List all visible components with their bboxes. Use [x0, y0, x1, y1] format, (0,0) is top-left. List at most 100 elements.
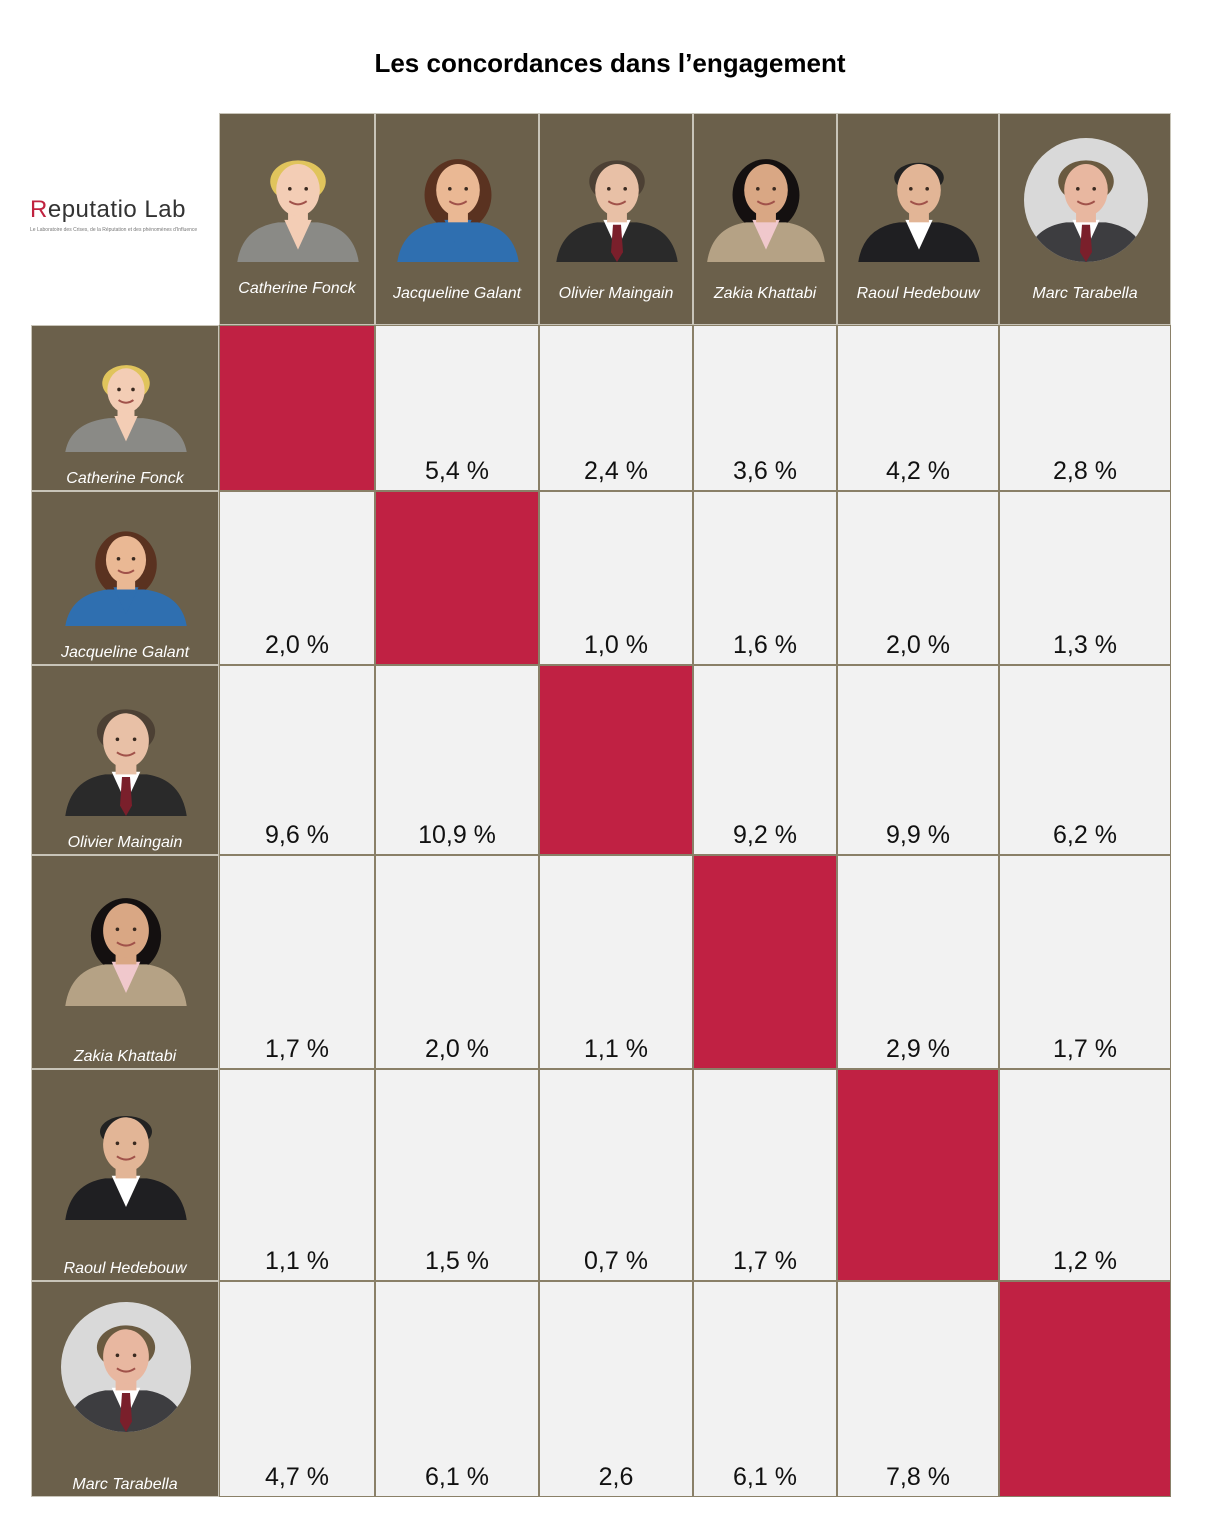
value-cell: 6,1 %: [693, 1281, 837, 1497]
portrait-olivier-maingain: [551, 138, 683, 262]
portrait-marc-tarabella: [60, 1302, 192, 1432]
value-cell: 1,7 %: [693, 1069, 837, 1281]
row-name: Marc Tarabella: [72, 1476, 178, 1493]
value-cell: 5,4 %: [375, 325, 539, 491]
cell-value: 2,0 %: [886, 631, 950, 659]
cell-value: 4,7 %: [265, 1463, 329, 1491]
value-cell: 2,8 %: [999, 325, 1171, 491]
value-cell: 1,0 %: [539, 491, 693, 665]
value-cell: 3,6 %: [693, 325, 837, 491]
value-cell: 1,5 %: [375, 1069, 539, 1281]
column-name: Catherine Fonck: [238, 280, 356, 297]
value-cell: 2,9 %: [837, 855, 999, 1069]
column-header-zakia-khattabi: Zakia Khattabi: [693, 113, 837, 325]
portrait-zakia-khattabi: [60, 876, 192, 1006]
value-cell: 9,9 %: [837, 665, 999, 855]
portrait-marc-tarabella: [1020, 138, 1152, 262]
column-name: Jacqueline Galant: [392, 285, 522, 302]
value-cell: 7,8 %: [837, 1281, 999, 1497]
row-header-catherine-fonck: Catherine Fonck: [31, 325, 219, 491]
cell-value: 1,7 %: [733, 1247, 797, 1275]
cell-value: 6,2 %: [1053, 821, 1117, 849]
cell-value: 6,1 %: [425, 1463, 489, 1491]
value-cell: 10,9 %: [375, 665, 539, 855]
cell-value: 1,7 %: [1053, 1035, 1117, 1063]
logo-tagline: Le Laboratoire des Crises, de la Réputat…: [30, 227, 198, 233]
row-header-marc-tarabella: Marc Tarabella: [31, 1281, 219, 1497]
diagonal-cell: [999, 1281, 1171, 1497]
portrait-jacqueline-galant: [60, 512, 192, 626]
column-header-marc-tarabella: Marc Tarabella: [999, 113, 1171, 325]
cell-value: 7,8 %: [886, 1463, 950, 1491]
row-name: Jacqueline Galant: [60, 644, 190, 661]
cell-value: 2,0 %: [425, 1035, 489, 1063]
cell-value: 1,1 %: [265, 1247, 329, 1275]
value-cell: 1,7 %: [999, 855, 1171, 1069]
cell-value: 2,9 %: [886, 1035, 950, 1063]
cell-value: 5,4 %: [425, 457, 489, 485]
cell-value: 2,4 %: [584, 457, 648, 485]
value-cell: 1,1 %: [219, 1069, 375, 1281]
portrait-jacqueline-galant: [392, 138, 524, 262]
row-name: Catherine Fonck: [66, 470, 184, 487]
row-header-jacqueline-galant: Jacqueline Galant: [31, 491, 219, 665]
value-cell: 2,0 %: [375, 855, 539, 1069]
value-cell: 4,2 %: [837, 325, 999, 491]
column-header-olivier-maingain: Olivier Maingain: [539, 113, 693, 325]
column-header-raoul-hedebouw: Raoul Hedebouw: [837, 113, 999, 325]
portrait-raoul-hedebouw: [853, 138, 985, 262]
value-cell: 2,0 %: [837, 491, 999, 665]
column-name: Marc Tarabella: [1032, 285, 1138, 302]
value-cell: 6,2 %: [999, 665, 1171, 855]
value-cell: 4,7 %: [219, 1281, 375, 1497]
cell-value: 1,5 %: [425, 1247, 489, 1275]
value-cell: 2,6: [539, 1281, 693, 1497]
cell-value: 3,6 %: [733, 457, 797, 485]
cell-value: 9,9 %: [886, 821, 950, 849]
value-cell: 1,7 %: [219, 855, 375, 1069]
value-cell: 9,6 %: [219, 665, 375, 855]
column-name: Zakia Khattabi: [713, 285, 817, 302]
cell-value: 1,7 %: [265, 1035, 329, 1063]
portrait-catherine-fonck: [60, 346, 192, 452]
cell-value: 1,0 %: [584, 631, 648, 659]
portrait-zakia-khattabi: [702, 138, 830, 262]
portrait-olivier-maingain: [60, 686, 192, 816]
cell-value: 9,2 %: [733, 821, 797, 849]
cell-value: 2,6: [598, 1463, 634, 1491]
cell-value: 1,3 %: [1053, 631, 1117, 659]
value-cell: 6,1 %: [375, 1281, 539, 1497]
cell-value: 2,8 %: [1053, 457, 1117, 485]
diagonal-cell: [539, 665, 693, 855]
cell-value: 1,6 %: [733, 631, 797, 659]
logo-brand: Reputatio Lab: [30, 196, 186, 223]
cell-value: 6,1 %: [733, 1463, 797, 1491]
cell-value: 10,9 %: [418, 821, 496, 849]
value-cell: 2,4 %: [539, 325, 693, 491]
value-cell: 1,1 %: [539, 855, 693, 1069]
cell-value: 0,7 %: [584, 1247, 648, 1275]
diagonal-cell: [375, 491, 539, 665]
chart-title: Les concordances dans l’engagement: [374, 48, 846, 78]
value-cell: 9,2 %: [693, 665, 837, 855]
row-header-raoul-hedebouw: Raoul Hedebouw: [31, 1069, 219, 1281]
diagonal-cell: [219, 325, 375, 491]
diagonal-cell: [837, 1069, 999, 1281]
column-name: Olivier Maingain: [558, 285, 674, 302]
column-header-jacqueline-galant: Jacqueline Galant: [375, 113, 539, 325]
cell-value: 9,6 %: [265, 821, 329, 849]
portrait-catherine-fonck: [232, 138, 364, 262]
cell-value: 4,2 %: [886, 457, 950, 485]
value-cell: 1,2 %: [999, 1069, 1171, 1281]
row-header-olivier-maingain: Olivier Maingain: [31, 665, 219, 855]
column-header-catherine-fonck: Catherine Fonck: [219, 113, 375, 325]
value-cell: 0,7 %: [539, 1069, 693, 1281]
row-header-zakia-khattabi: Zakia Khattabi: [31, 855, 219, 1069]
cell-value: 1,2 %: [1053, 1247, 1117, 1275]
portrait-raoul-hedebouw: [60, 1090, 192, 1220]
reputatio-lab-logo: Reputatio Lab Le Laboratoire des Crises,…: [30, 196, 200, 246]
row-name: Zakia Khattabi: [73, 1048, 177, 1065]
column-name: Raoul Hedebouw: [856, 285, 980, 302]
row-name: Raoul Hedebouw: [63, 1260, 187, 1277]
value-cell: 2,0 %: [219, 491, 375, 665]
